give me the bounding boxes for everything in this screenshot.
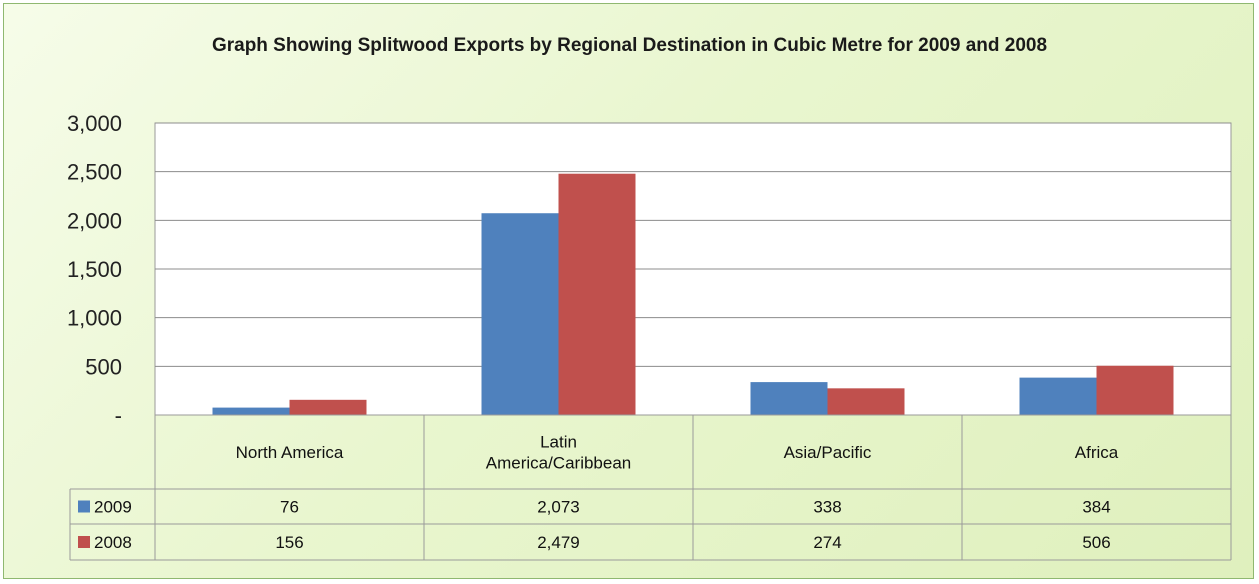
bar-2009 bbox=[212, 407, 290, 415]
category-label: Africa bbox=[1075, 443, 1119, 462]
data-table-value: 274 bbox=[813, 533, 841, 552]
bar-2008 bbox=[1096, 365, 1174, 415]
category-label: Asia/Pacific bbox=[784, 443, 872, 462]
category-label: Latin bbox=[540, 433, 577, 452]
y-tick-label: - bbox=[115, 403, 122, 428]
y-tick-label: 1,500 bbox=[67, 257, 122, 282]
y-tick-label: 1,000 bbox=[67, 306, 122, 331]
legend-label: 2009 bbox=[94, 498, 132, 517]
bar-2009 bbox=[1019, 377, 1097, 415]
bar-2009 bbox=[750, 382, 828, 415]
bar-2008 bbox=[289, 399, 367, 415]
bar-2008 bbox=[558, 173, 636, 415]
data-table-value: 338 bbox=[813, 498, 841, 517]
bar-2008 bbox=[827, 388, 905, 415]
data-table-value: 506 bbox=[1082, 533, 1110, 552]
category-label: America/Caribbean bbox=[486, 454, 632, 473]
category-label: North America bbox=[236, 443, 344, 462]
data-table-value: 2,073 bbox=[537, 498, 580, 517]
y-tick-label: 2,000 bbox=[67, 208, 122, 233]
bar-2009 bbox=[481, 213, 559, 415]
data-table-value: 76 bbox=[280, 498, 299, 517]
legend-label: 2008 bbox=[94, 533, 132, 552]
chart-frame: Graph Showing Splitwood Exports by Regio… bbox=[3, 3, 1254, 579]
data-table-value: 2,479 bbox=[537, 533, 580, 552]
data-table-value: 156 bbox=[275, 533, 303, 552]
chart-title-text: Graph Showing Splitwood Exports by Regio… bbox=[211, 35, 1048, 56]
legend-key-2008 bbox=[78, 536, 90, 548]
y-tick-label: 500 bbox=[85, 354, 122, 379]
data-table-value: 384 bbox=[1082, 498, 1110, 517]
y-tick-label: 3,000 bbox=[67, 111, 122, 136]
y-tick-label: 2,500 bbox=[67, 160, 122, 185]
legend-key-2009 bbox=[78, 500, 90, 513]
chart-title: Graph Showing Splitwood Exports by Regio… bbox=[4, 29, 1255, 62]
bar-chart: - 500 1,000 1,500 2,000 2,500 3,000 North Ameri… bbox=[67, 111, 1232, 561]
